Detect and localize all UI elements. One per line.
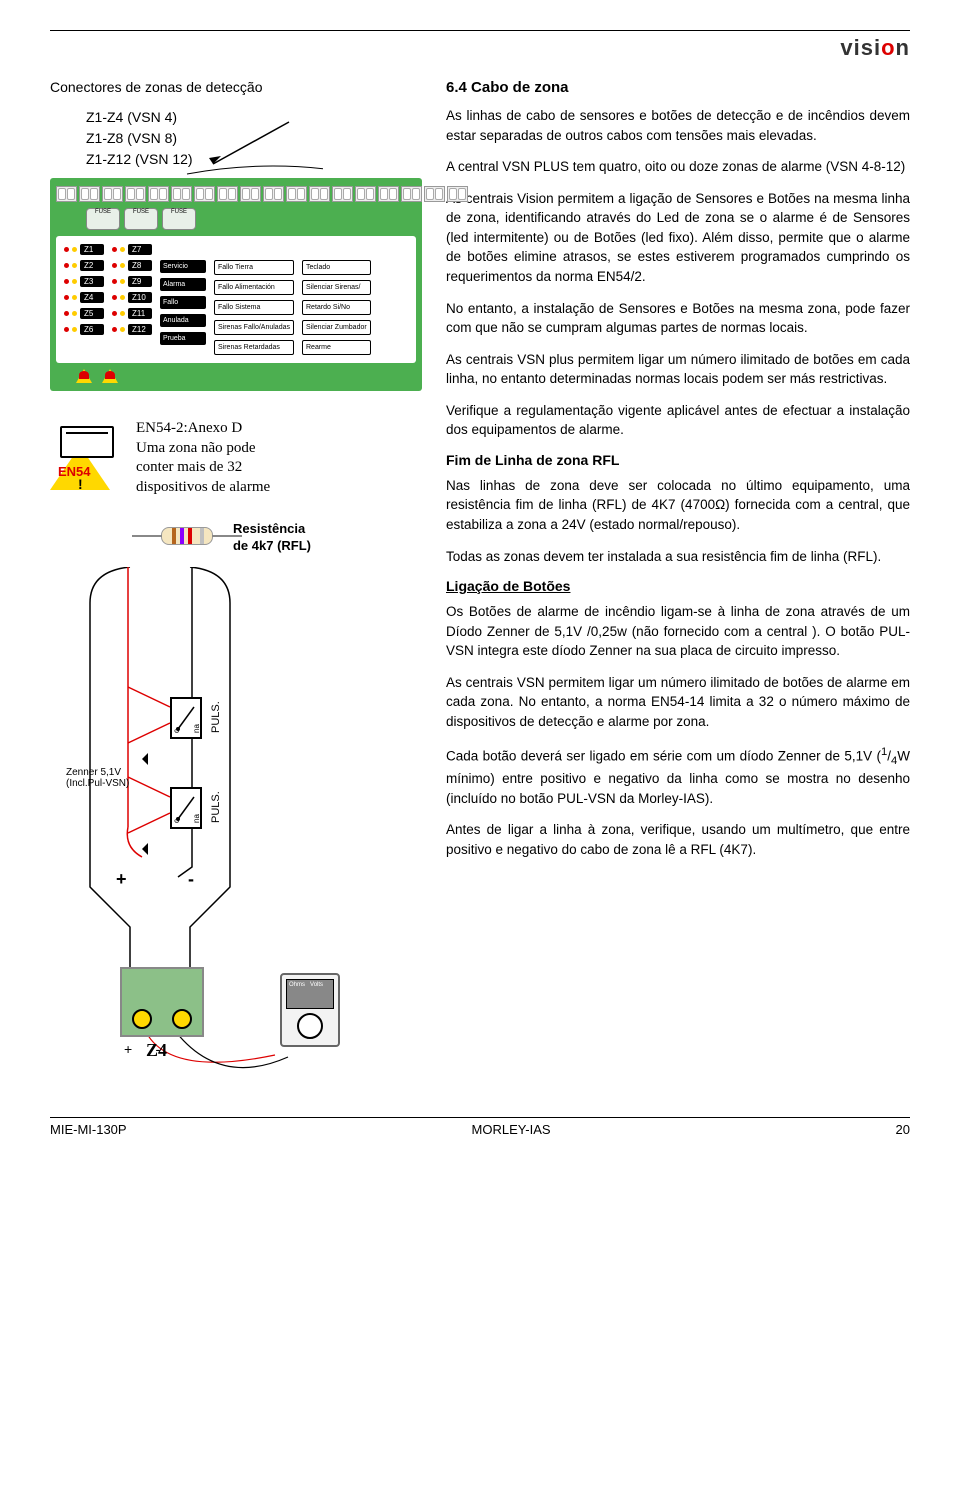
vsn-board: FUSEFUSEFUSE Z1 Z2 Z3 Z4 Z5 Z6 Z7 Z8 Z9 bbox=[50, 178, 422, 391]
footer-company: MORLEY-IAS bbox=[472, 1122, 551, 1137]
zone-models-list: Z1-Z4 (VSN 4) Z1-Z8 (VSN 8) Z1-Z12 (VSN … bbox=[86, 107, 193, 170]
en54-notice: EN54 ! EN54-2:Anexo D Uma zona não pode … bbox=[50, 419, 422, 497]
buttons-heading: Ligação de Botões bbox=[446, 578, 910, 594]
rfl-heading: Fim de Linha de zona RFL bbox=[446, 452, 910, 468]
terminal-strip bbox=[56, 186, 416, 202]
footer-doc-code: MIE-MI-130P bbox=[50, 1122, 127, 1137]
brand-logo: vision bbox=[50, 35, 910, 61]
multimeter-icon: Ohms Volts bbox=[280, 973, 340, 1047]
fuses: FUSEFUSEFUSE bbox=[86, 208, 416, 230]
exclamation-icon: ! bbox=[78, 476, 83, 492]
section-heading: 6.4 Cabo de zona bbox=[446, 79, 910, 96]
en54-badge: EN54 bbox=[58, 464, 91, 479]
page-footer: MIE-MI-130P MORLEY-IAS 20 bbox=[50, 1117, 910, 1137]
footer-page-number: 20 bbox=[896, 1122, 910, 1137]
zone-terminal-z4 bbox=[120, 967, 204, 1037]
arrow-icon bbox=[183, 118, 323, 178]
alarm-triangles bbox=[76, 369, 416, 383]
led-panel: Z1 Z2 Z3 Z4 Z5 Z6 Z7 Z8 Z9 Z10 Z11 Z12 bbox=[56, 236, 416, 363]
left-title: Conectores de zonas de detecção bbox=[50, 79, 422, 95]
zone-wiring-diagram: PULS. c na PULS. c na Zenner 5,1V (Incl.… bbox=[70, 567, 370, 1097]
resistor-diagram: Resistência de 4k7 (RFL) bbox=[50, 521, 422, 555]
manual-icon bbox=[60, 426, 114, 458]
body-text: 6.4 Cabo de zona As linhas de cabo de se… bbox=[446, 79, 910, 1097]
